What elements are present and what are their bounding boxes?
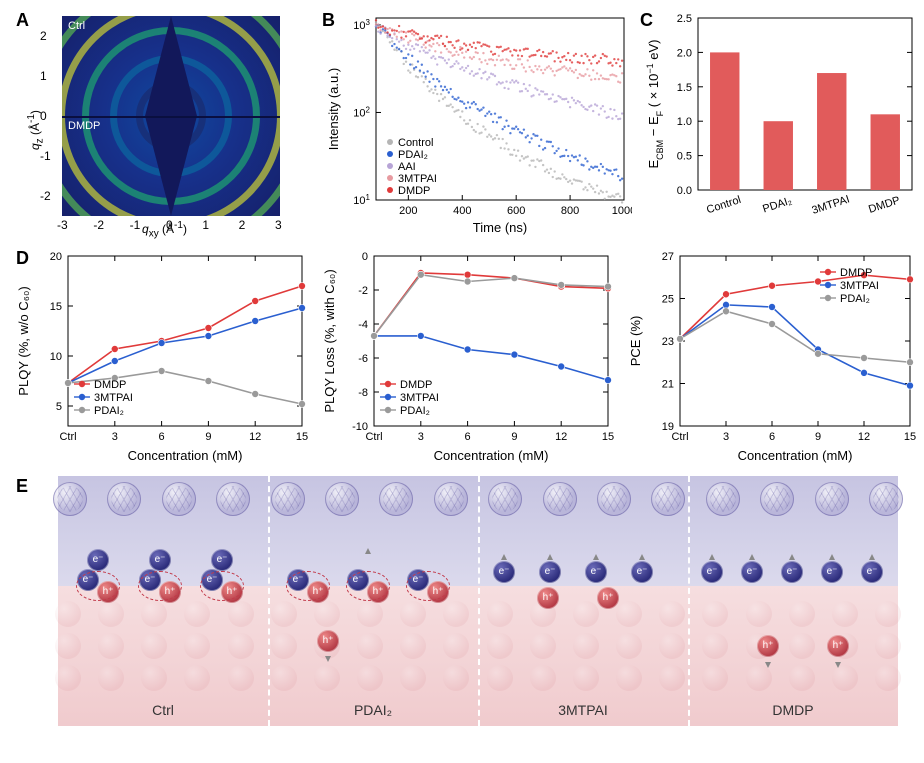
svg-text:PDAI₂: PDAI₂	[840, 293, 870, 305]
schematic: CtrlPDAI₂3MTPAIDMDPe⁻h⁺e⁻e⁻h⁺e⁻e⁻h⁺e⁻e⁻h…	[58, 476, 898, 726]
svg-text:-6: -6	[358, 353, 368, 365]
svg-text:PLQY (%, w/o C₆₀): PLQY (%, w/o C₆₀)	[16, 286, 31, 395]
svg-text:AAI: AAI	[398, 161, 416, 173]
svg-text:102: 102	[353, 105, 370, 120]
svg-text:3MTPAI: 3MTPAI	[400, 392, 439, 404]
svg-text:9: 9	[815, 431, 821, 443]
svg-text:6: 6	[159, 431, 165, 443]
panel-e: CtrlPDAI₂3MTPAIDMDPe⁻h⁺e⁻e⁻h⁺e⁻e⁻h⁺e⁻e⁻h…	[12, 476, 912, 754]
svg-text:15: 15	[296, 431, 308, 443]
svg-text:12: 12	[249, 431, 261, 443]
svg-text:15: 15	[904, 431, 916, 443]
svg-text:12: 12	[858, 431, 870, 443]
svg-text:6: 6	[769, 431, 775, 443]
panel-a: CtrlDMDP qxy (Å-1) qz (Å-1) -2-1012-3-2-…	[12, 10, 312, 238]
svg-text:Ctrl: Ctrl	[365, 431, 382, 443]
pce-chart: 1921232527Ctrl3691215Concentration (mM)P…	[624, 248, 920, 466]
svg-text:3: 3	[723, 431, 729, 443]
svg-text:200: 200	[399, 205, 417, 217]
svg-text:0.5: 0.5	[677, 151, 692, 163]
svg-text:DMDP: DMDP	[398, 185, 430, 197]
schematic-label: PDAI₂	[268, 702, 478, 718]
svg-text:3MTPAI: 3MTPAI	[398, 173, 437, 185]
svg-text:23: 23	[662, 336, 674, 348]
svg-text:PDAI₂: PDAI₂	[94, 405, 124, 417]
schematic-label: DMDP	[688, 702, 898, 718]
svg-text:101: 101	[353, 193, 370, 208]
svg-text:9: 9	[205, 431, 211, 443]
svg-text:Control: Control	[398, 137, 433, 149]
svg-text:Ctrl: Ctrl	[59, 431, 76, 443]
trpl-decay-chart: 200 400 600 800 1000 101 102 103 Time (ns) Intens…	[322, 10, 632, 238]
svg-text:0: 0	[362, 251, 368, 263]
svg-text:0.0: 0.0	[677, 185, 692, 197]
svg-text:1.5: 1.5	[677, 82, 692, 94]
svg-text:15: 15	[602, 431, 614, 443]
schematic-label: Ctrl	[58, 702, 268, 718]
panel-c: 0.0 0.5 1.0 1.5 2.0 2.5 Control PDAI₂ 3MTPAI DMDP…	[640, 10, 920, 238]
svg-text:Control: Control	[705, 194, 742, 216]
svg-text:-2: -2	[358, 285, 368, 297]
svg-text:ECBM − EF ( × 10−1 eV): ECBM − EF ( × 10−1 eV)	[645, 40, 665, 169]
svg-text:Ctrl: Ctrl	[671, 431, 688, 443]
svg-text:1000: 1000	[612, 205, 632, 217]
panel-d: 5 10 15 20 Ctrl 3 6 9 12 15 Concentration (mM) PLQY…	[12, 248, 912, 466]
svg-text:5: 5	[56, 401, 62, 413]
plqy-loss-chart: -10-8-6-4-20Ctrl3691215Concentration (mM…	[318, 248, 618, 466]
svg-text:PDAI₂: PDAI₂	[761, 195, 793, 216]
svg-text:PCE (%): PCE (%)	[628, 316, 643, 367]
svg-text:6: 6	[465, 431, 471, 443]
svg-text:PDAI₂: PDAI₂	[400, 405, 430, 417]
svg-text:DMDP: DMDP	[94, 379, 126, 391]
svg-text:PLQY Loss (%, with C₆₀): PLQY Loss (%, with C₆₀)	[322, 269, 337, 412]
svg-text:9: 9	[511, 431, 517, 443]
svg-text:400: 400	[453, 205, 471, 217]
svg-text:3MTPAI: 3MTPAI	[840, 280, 879, 292]
svg-text:PDAI₂: PDAI₂	[398, 149, 428, 161]
svg-text:10: 10	[50, 351, 62, 363]
panel-b: 200 400 600 800 1000 101 102 103 Time (ns) Intens…	[322, 10, 632, 238]
svg-text:21: 21	[662, 379, 674, 391]
svg-text:800: 800	[561, 205, 579, 217]
svg-text:20: 20	[50, 251, 62, 263]
svg-text:12: 12	[555, 431, 567, 443]
giwaxs-bottom-label: DMDP	[68, 120, 100, 132]
svg-text:Time (ns): Time (ns)	[473, 220, 527, 235]
svg-text:600: 600	[507, 205, 525, 217]
svg-text:DMDP: DMDP	[867, 194, 902, 215]
panel-a-xaxis: qxy (Å-1)	[142, 220, 187, 239]
plqy-chart: 5 10 15 20 Ctrl 3 6 9 12 15 Concentration (mM) PLQY…	[12, 248, 312, 466]
giwaxs-map: Ctrl DMDP	[62, 16, 280, 216]
svg-text:Intensity (a.u.): Intensity (a.u.)	[326, 68, 341, 150]
svg-text:-4: -4	[358, 319, 368, 331]
svg-text:Concentration (mM): Concentration (mM)	[738, 448, 853, 463]
svg-text:25: 25	[662, 294, 674, 306]
schematic-label: 3MTPAI	[478, 702, 688, 718]
ecbm-ef-bar-chart: 0.0 0.5 1.0 1.5 2.0 2.5 Control PDAI₂ 3MTPAI DMDP…	[640, 10, 920, 238]
svg-text:3: 3	[418, 431, 424, 443]
figure: A B C D E CtrlDMDP qxy (Å-1) qz (Å-1) -2…	[12, 10, 912, 753]
svg-text:3: 3	[112, 431, 118, 443]
svg-text:3MTPAI: 3MTPAI	[810, 193, 851, 216]
svg-text:15: 15	[50, 301, 62, 313]
svg-text:103: 103	[353, 17, 370, 32]
svg-text:1.0: 1.0	[677, 116, 692, 128]
svg-text:27: 27	[662, 251, 674, 263]
svg-text:DMDP: DMDP	[840, 267, 872, 279]
giwaxs-top-label: Ctrl	[68, 20, 85, 32]
svg-text:-8: -8	[358, 387, 368, 399]
svg-text:3MTPAI: 3MTPAI	[94, 392, 133, 404]
svg-text:2.0: 2.0	[677, 47, 692, 59]
svg-text:Concentration (mM): Concentration (mM)	[128, 448, 243, 463]
svg-text:Concentration (mM): Concentration (mM)	[434, 448, 549, 463]
svg-text:2.5: 2.5	[677, 13, 692, 25]
svg-text:DMDP: DMDP	[400, 379, 432, 391]
